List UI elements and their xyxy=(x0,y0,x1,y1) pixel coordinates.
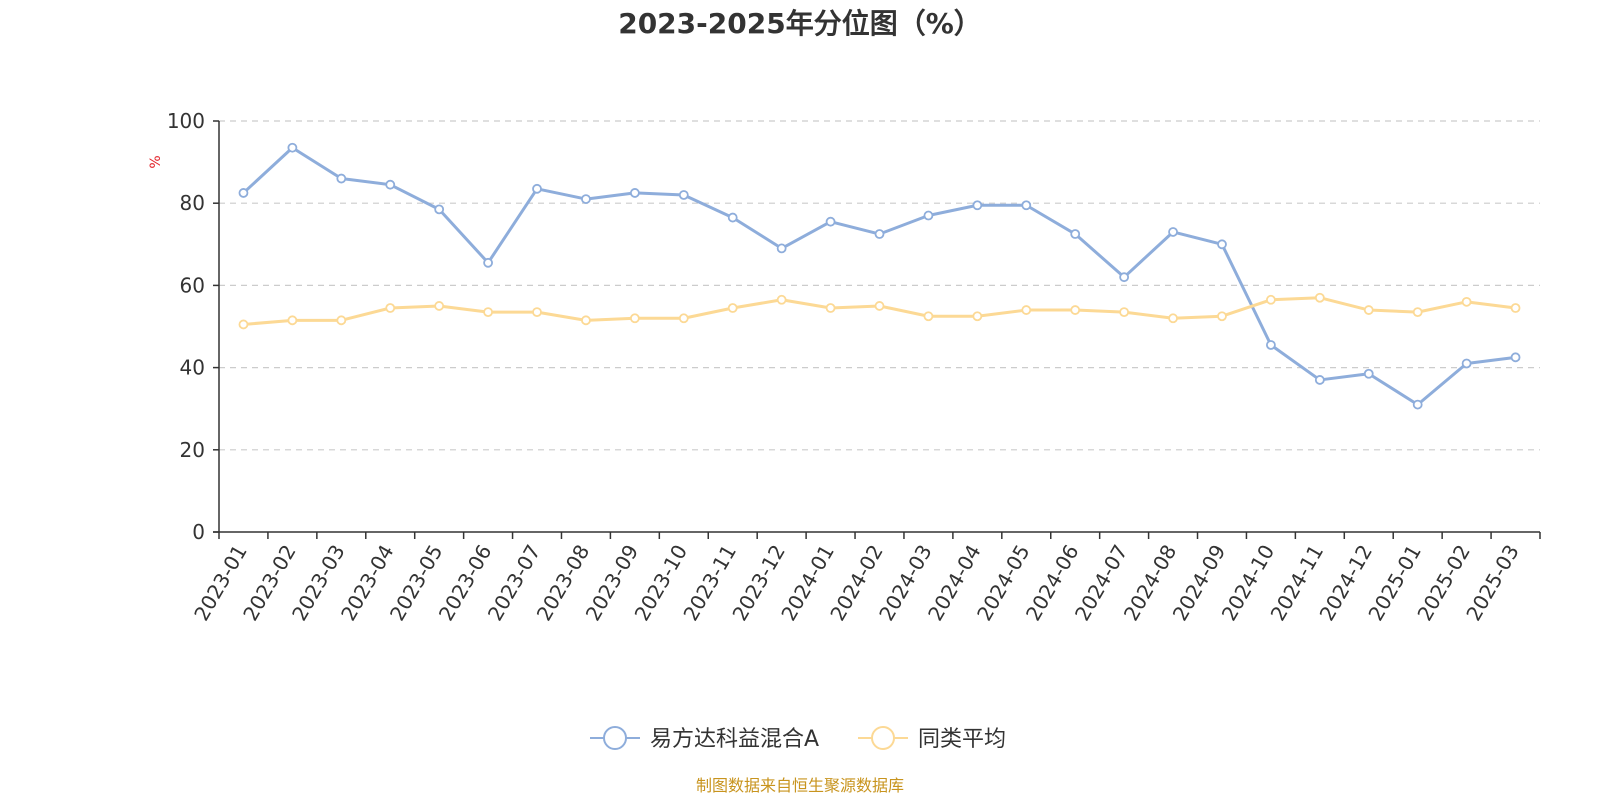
data-point[interactable] xyxy=(532,183,542,194)
data-point[interactable] xyxy=(825,303,836,313)
data-point[interactable] xyxy=(287,142,298,153)
data-point[interactable] xyxy=(727,303,738,313)
data-point[interactable] xyxy=(1021,200,1032,211)
data-point[interactable] xyxy=(1119,272,1130,283)
data-point[interactable] xyxy=(1461,358,1472,369)
data-point[interactable] xyxy=(874,229,885,239)
legend-label: 同类平均 xyxy=(918,727,1006,752)
data-point[interactable] xyxy=(678,190,689,200)
data-point[interactable] xyxy=(532,307,542,318)
data-point[interactable] xyxy=(1266,294,1276,305)
data-point[interactable] xyxy=(1363,305,1374,315)
data-point[interactable] xyxy=(385,179,396,190)
data-point[interactable] xyxy=(825,216,836,227)
data-point[interactable] xyxy=(923,311,934,322)
y-tick-label: 80 xyxy=(180,191,205,215)
legend-label: 易方达科益混合A xyxy=(650,727,819,752)
data-point[interactable] xyxy=(1168,227,1178,237)
legend-swatch-marker xyxy=(603,726,627,750)
data-point[interactable] xyxy=(923,210,934,221)
axes: 0204060801002023-012023-022023-032023-04… xyxy=(167,109,1541,625)
data-point[interactable] xyxy=(385,303,396,313)
data-point[interactable] xyxy=(1266,340,1276,350)
series-line xyxy=(242,146,1516,407)
data-point[interactable] xyxy=(238,319,249,330)
data-point[interactable] xyxy=(874,301,885,311)
grid-lines xyxy=(219,120,1540,451)
data-point[interactable] xyxy=(287,315,298,326)
series-0 xyxy=(238,142,1521,410)
data-point[interactable] xyxy=(581,315,591,326)
data-point[interactable] xyxy=(972,311,983,322)
data-point[interactable] xyxy=(434,204,445,215)
y-axis-unit-label: % xyxy=(148,155,164,168)
data-point[interactable] xyxy=(1119,307,1130,318)
data-point[interactable] xyxy=(727,212,738,223)
data-point[interactable] xyxy=(1217,311,1227,322)
data-point[interactable] xyxy=(1314,375,1325,385)
y-tick-label: 40 xyxy=(180,356,205,380)
data-point[interactable] xyxy=(1363,368,1374,379)
data-point[interactable] xyxy=(336,173,347,184)
data-point[interactable] xyxy=(1168,313,1178,324)
data-point[interactable] xyxy=(1217,239,1227,250)
data-point[interactable] xyxy=(238,188,249,198)
data-point[interactable] xyxy=(1412,307,1423,318)
data-point[interactable] xyxy=(1510,303,1521,313)
data-point[interactable] xyxy=(629,313,640,324)
legend-swatch-marker xyxy=(871,726,895,750)
data-point[interactable] xyxy=(1021,305,1032,315)
chart-title: 2023-2025年分位图（%） xyxy=(618,7,982,40)
legend[interactable]: 易方达科益混合A 同类平均 xyxy=(590,726,1006,752)
data-point[interactable] xyxy=(776,243,787,254)
series-1 xyxy=(238,292,1521,330)
data-point[interactable] xyxy=(1314,292,1325,303)
data-point[interactable] xyxy=(1461,296,1472,307)
y-tick-label: 0 xyxy=(192,520,205,544)
data-point[interactable] xyxy=(678,313,689,324)
series-lines xyxy=(238,142,1521,410)
y-tick-label: 20 xyxy=(180,438,205,462)
data-point[interactable] xyxy=(972,200,983,211)
data-point[interactable] xyxy=(483,307,493,318)
data-point[interactable] xyxy=(434,301,445,311)
data-point[interactable] xyxy=(336,315,347,326)
data-point[interactable] xyxy=(1070,305,1081,315)
data-point[interactable] xyxy=(1070,229,1081,239)
source-note: 制图数据来自恒生聚源数据库 xyxy=(696,776,904,795)
legend-item-0[interactable]: 易方达科益混合A xyxy=(590,726,819,752)
data-point[interactable] xyxy=(1510,352,1521,363)
data-point[interactable] xyxy=(483,257,493,268)
y-tick-label: 100 xyxy=(167,109,205,133)
data-point[interactable] xyxy=(776,294,787,305)
data-point[interactable] xyxy=(629,188,640,198)
data-point[interactable] xyxy=(581,194,591,204)
data-point[interactable] xyxy=(1412,399,1423,410)
legend-item-1[interactable]: 同类平均 xyxy=(858,726,1006,752)
y-tick-label: 60 xyxy=(180,273,205,297)
